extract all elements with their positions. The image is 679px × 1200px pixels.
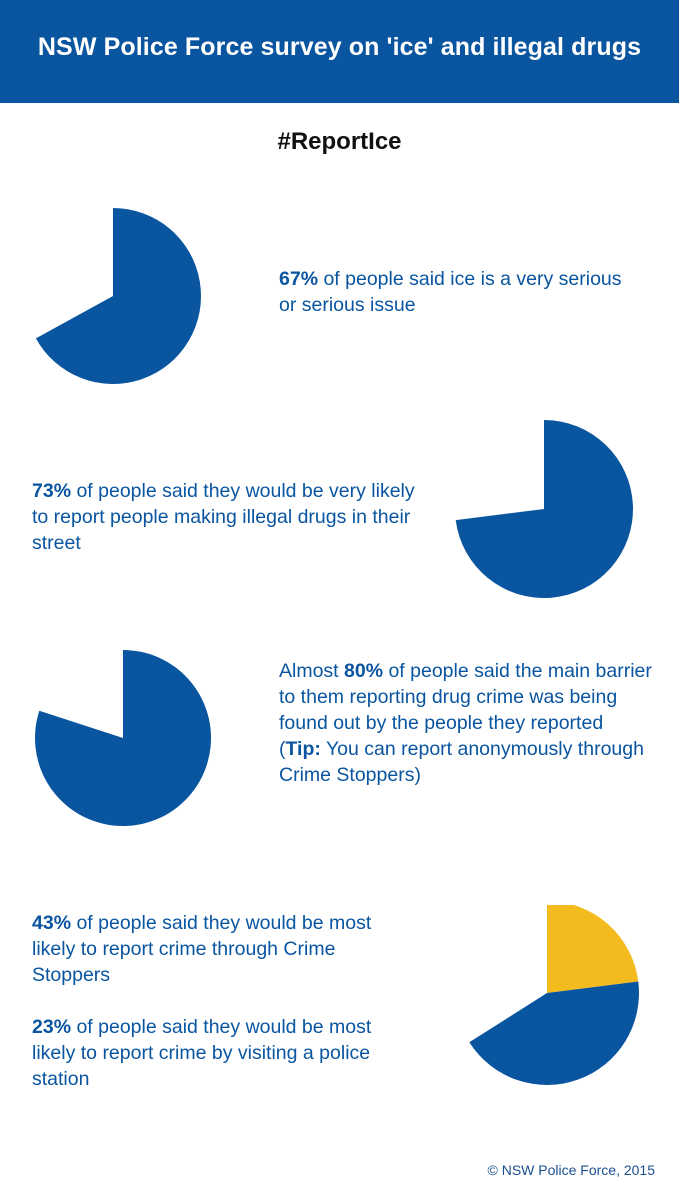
stat-text: of people said the main barrier to them …: [279, 660, 652, 734]
stat-main: Almost 80% of people said the main barri…: [279, 658, 659, 736]
copyright-footer: © NSW Police Force, 2015: [487, 1162, 656, 1178]
stat-text: of people said they would be most likely…: [32, 912, 372, 986]
stat-ice-serious: 67% of people said ice is a very serious…: [279, 266, 639, 318]
stat-crime-stoppers: 43% of people said they would be most li…: [32, 910, 412, 988]
tip-label: Tip:: [285, 738, 321, 760]
stat-police-station: 23% of people said they would be most li…: [32, 1014, 412, 1092]
stat-percentage: 67%: [279, 268, 319, 290]
pie-slice: [35, 208, 202, 384]
pie-slice: [469, 981, 639, 1085]
pie-slice: [455, 420, 633, 598]
stat-reporting-barrier: Almost 80% of people said the main barri…: [279, 658, 659, 788]
tip-open: (: [279, 738, 286, 760]
stat-prefix: Almost: [279, 660, 345, 682]
hashtag-heading: #ReportIce: [277, 128, 402, 155]
page-title: NSW Police Force survey on 'ice' and ill…: [37, 33, 642, 61]
stat-text: of people said they would be most likely…: [32, 1016, 372, 1090]
tip-text: You can report anonymously through Crime…: [279, 738, 644, 786]
stat-report-makers: 73% of people said they would be very li…: [32, 478, 432, 556]
stat-percentage: 73%: [32, 480, 72, 502]
pie-chart-ice-serious: [35, 208, 202, 384]
stat-text: of people said ice is a very serious or …: [279, 268, 622, 316]
pie-slice: [547, 905, 639, 993]
pie-chart-reporting-barrier: [35, 650, 212, 826]
stat-percentage: 23%: [32, 1016, 72, 1038]
pie-slice: [35, 650, 212, 826]
pie-chart-report-makers: [455, 420, 633, 598]
stat-tip: (Tip: You can report anonymously through…: [279, 736, 659, 788]
stat-percentage: 80%: [344, 660, 384, 682]
stat-text: of people said they would be very likely…: [32, 480, 415, 554]
header-banner: NSW Police Force survey on 'ice' and ill…: [0, 0, 679, 103]
stat-percentage: 43%: [32, 912, 72, 934]
pie-chart-reporting-method: [469, 905, 639, 1085]
